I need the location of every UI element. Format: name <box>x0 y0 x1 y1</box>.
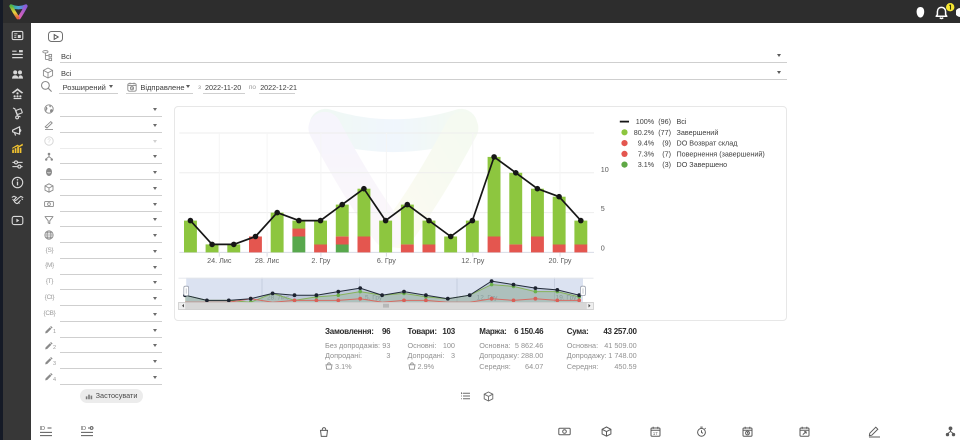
svg-text:5: 5 <box>601 204 605 213</box>
svg-text:(9): (9) <box>662 139 671 148</box>
svg-text:5. Гру: 5. Гру <box>365 295 383 302</box>
svg-text:19. Гру: 19. Гру <box>556 295 578 302</box>
svg-text:(77): (77) <box>658 128 671 137</box>
svg-text:12. Гру: 12. Гру <box>461 256 484 265</box>
svg-text:2. Гру: 2. Гру <box>311 256 330 265</box>
svg-text:17: 17 <box>653 431 658 436</box>
svg-text:12. Гру: 12. Гру <box>477 295 499 302</box>
svg-text:(3): (3) <box>662 160 671 169</box>
svg-text:DO Завершено: DO Завершено <box>677 160 728 169</box>
svg-text:Завершений: Завершений <box>677 128 719 137</box>
svg-text:0: 0 <box>601 244 605 253</box>
svg-text:7.3%: 7.3% <box>638 149 655 158</box>
svg-text:(7): (7) <box>662 149 671 158</box>
svg-text:28. Лис: 28. Лис <box>267 295 290 302</box>
svg-text:?: ? <box>47 139 51 145</box>
svg-text:Повернення (завершений): Повернення (завершений) <box>677 149 765 158</box>
svg-text:6. Гру: 6. Гру <box>377 256 396 265</box>
svg-text:80.2%: 80.2% <box>634 128 655 137</box>
svg-text:3.1%: 3.1% <box>638 160 655 169</box>
svg-text:100%: 100% <box>636 117 655 126</box>
svg-text:28. Лис: 28. Лис <box>255 256 280 265</box>
svg-text:DO Возврат склад: DO Возврат склад <box>677 139 739 148</box>
svg-text:20. Гру: 20. Гру <box>549 256 572 265</box>
svg-text:24. Лис: 24. Лис <box>207 256 232 265</box>
svg-text:10: 10 <box>601 165 609 174</box>
svg-text:(96): (96) <box>658 117 671 126</box>
svg-text:9.4%: 9.4% <box>638 139 655 148</box>
svg-text:Всі: Всі <box>677 117 687 126</box>
svg-text:ID: ID <box>81 426 87 432</box>
svg-text:ID: ID <box>39 426 45 432</box>
